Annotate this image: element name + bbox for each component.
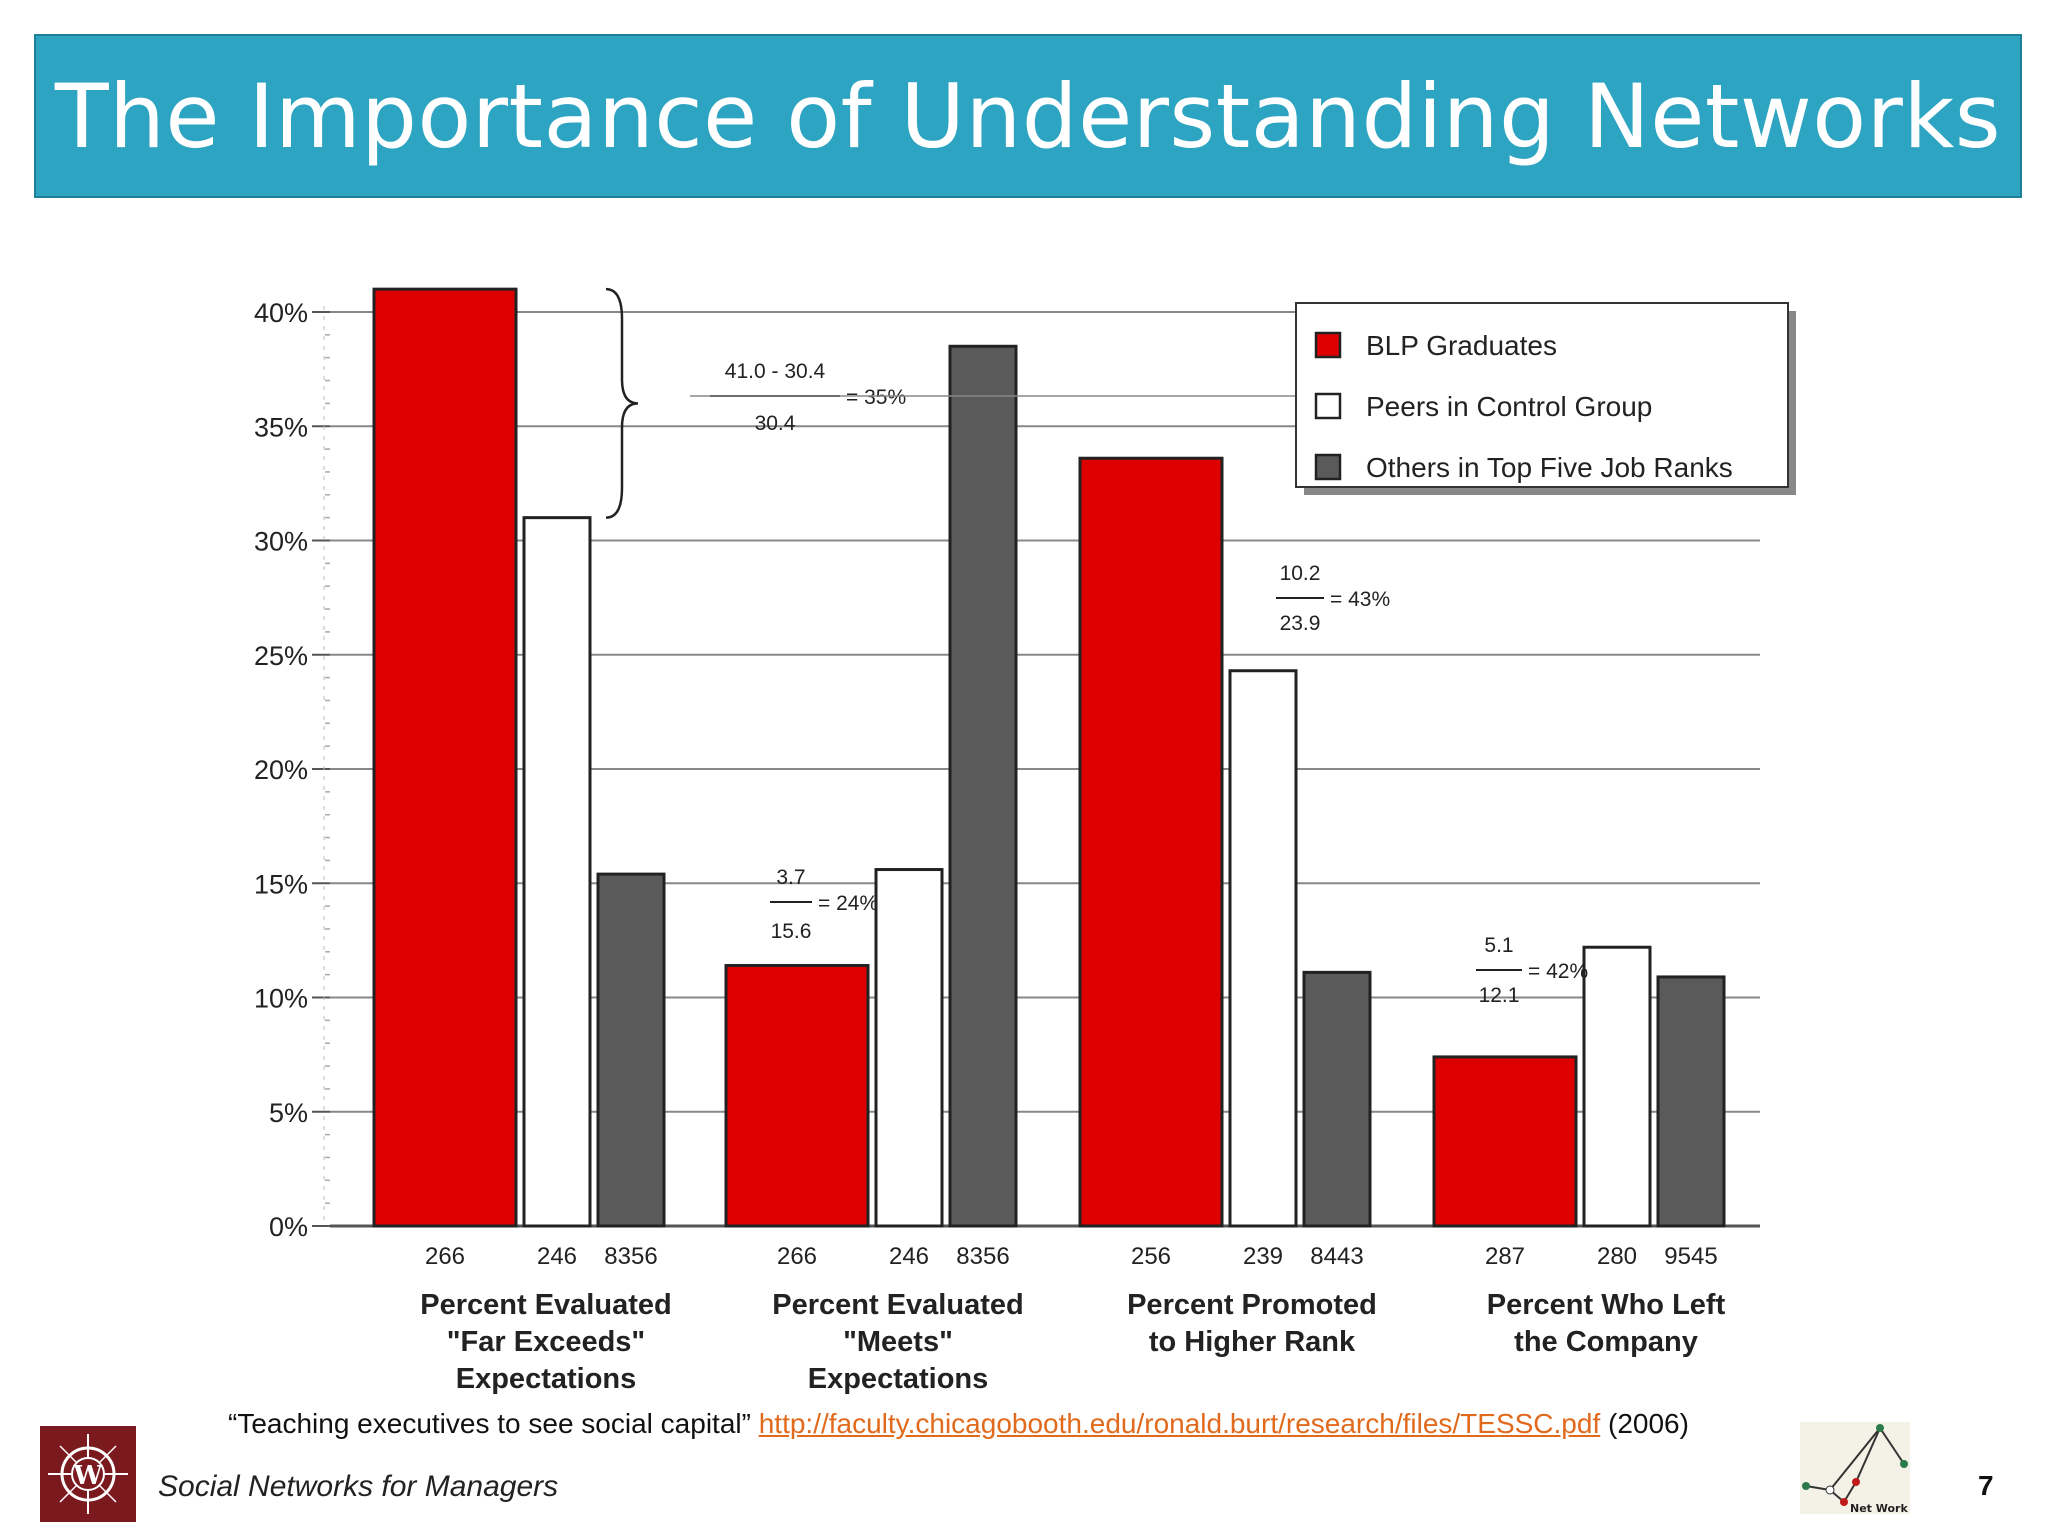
bar-peers-control-group [1228,669,1298,1228]
page-number: 7 [1978,1470,1994,1501]
category-label: Percent Promoted [1127,1289,1377,1321]
bar-others-top-five [1656,975,1726,1228]
y-tick-label: 20% [254,755,308,785]
bar-others-top-five [596,872,666,1228]
category-label: Percent Who Left [1487,1289,1726,1321]
bar-blp-graduates [372,287,518,1228]
annotation-denominator: 30.4 [755,412,796,435]
y-tick-label: 10% [254,984,308,1014]
category-label: "Far Exceeds" [447,1326,645,1358]
category-label: "Meets" [843,1326,953,1358]
annotation-denominator: 12.1 [1479,984,1520,1007]
annotation-denominator: 15.6 [771,920,812,943]
logo-letter: W [72,1461,103,1491]
category-label: the Company [1514,1326,1698,1358]
sample-size-label: 266 [777,1243,817,1270]
category-label: Expectations [808,1363,989,1395]
category-label: Expectations [456,1363,637,1395]
citation-text: “Teaching executives to see social capit… [228,1408,751,1439]
sample-size-label: 246 [537,1243,577,1270]
sample-size-label: 256 [1131,1243,1171,1270]
university-logo: W [40,1426,136,1522]
bar-blp-graduates [724,964,870,1228]
bar-peers-control-group [1582,945,1652,1228]
bar-peers-control-group [874,868,944,1228]
sample-size-label: 8443 [1310,1243,1363,1270]
bar-blp-graduates [1432,1055,1578,1228]
annotation-denominator: 23.9 [1280,612,1321,635]
y-tick-label: 40% [254,298,308,328]
bar-others-top-five [1302,970,1372,1228]
annotation-result: = 42% [1528,960,1588,983]
title-bar: The Importance of Understanding Networks [34,34,2022,198]
legend-label-blp-graduates: BLP Graduates [1366,330,1557,361]
legend-swatch-peers-control-group [1314,392,1342,420]
bar-others-top-five [948,344,1018,1228]
annotation-numerator: 41.0 - 30.4 [725,360,826,383]
citation: “Teaching executives to see social capit… [228,1408,1689,1440]
y-tick-label: 30% [254,527,308,557]
legend-label-others-top-five: Others in Top Five Job Ranks [1366,452,1733,483]
annotation-numerator: 5.1 [1484,934,1513,957]
legend-swatch-others-top-five [1314,453,1342,481]
network-logo: Net Work [1800,1422,1910,1514]
annotation-result: = 35% [846,386,906,409]
sample-size-label: 287 [1485,1243,1525,1270]
category-label: Percent Evaluated [772,1289,1023,1321]
sample-size-label: 266 [425,1243,465,1270]
slide-title: The Importance of Understanding Networks [54,64,2002,168]
legend [1295,302,1789,488]
sample-size-label: 239 [1243,1243,1283,1270]
y-tick-label: 15% [254,869,308,899]
y-tick-label: 0% [269,1212,308,1242]
citation-year: (2006) [1608,1408,1689,1439]
footer-text: Social Networks for Managers [158,1470,559,1503]
y-tick-label: 25% [254,641,308,671]
sample-size-label: 9545 [1664,1243,1717,1270]
sample-size-label: 280 [1597,1243,1637,1270]
brace [605,287,639,519]
category-label: to Higher Rank [1149,1326,1356,1358]
annotation-result: = 24% [818,892,878,915]
bar-peers-control-group [522,516,592,1228]
annotation-result: = 43% [1330,588,1390,611]
legend-swatch-blp-graduates [1314,331,1342,359]
y-tick-label: 5% [269,1098,308,1128]
citation-link[interactable]: http://faculty.chicagobooth.edu/ronald.b… [758,1408,1601,1439]
sample-size-label: 246 [889,1243,929,1270]
category-label: Percent Evaluated [420,1289,671,1321]
sample-size-label: 8356 [604,1243,657,1270]
sample-size-label: 8356 [956,1243,1009,1270]
annotation-numerator: 3.7 [776,866,805,889]
annotation-numerator: 10.2 [1280,562,1321,585]
legend-label-peers-control-group: Peers in Control Group [1366,391,1652,422]
y-tick-label: 35% [254,412,308,442]
network-logo-text: Net Work [1850,1502,1908,1514]
bar-blp-graduates [1078,456,1224,1228]
